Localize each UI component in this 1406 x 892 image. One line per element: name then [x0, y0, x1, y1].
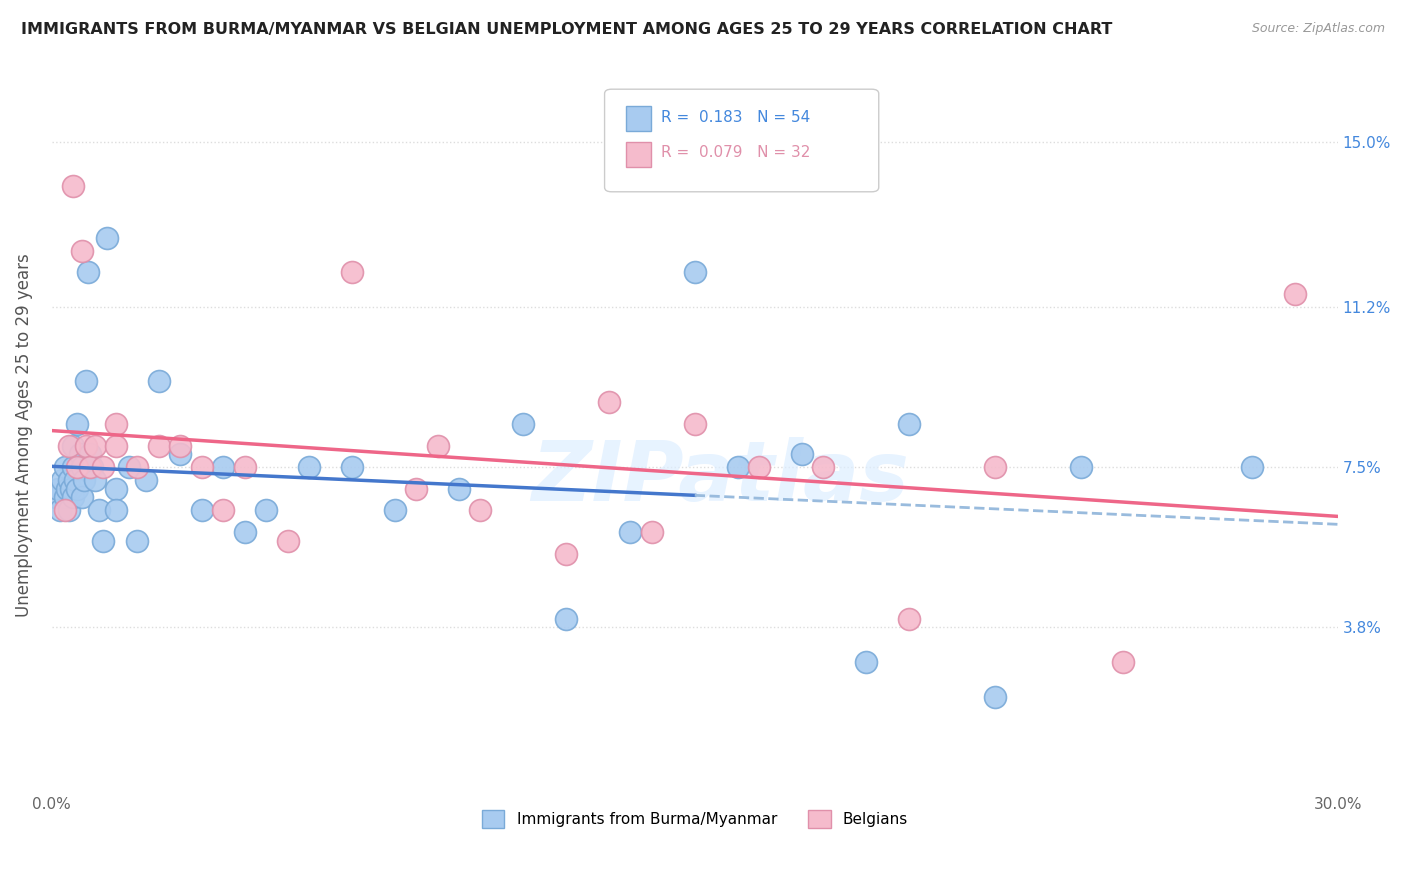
Point [212, 503, 235, 517]
Point [53, 503, 76, 517]
Point [447, 482, 470, 496]
Point [254, 503, 277, 517]
Point [555, 612, 578, 626]
Point [148, 438, 170, 452]
Point [898, 417, 921, 431]
Point [105, 417, 128, 431]
Point [855, 655, 877, 669]
Point [127, 460, 149, 475]
Point [984, 690, 1007, 704]
Point [105, 438, 128, 452]
Point [1070, 460, 1092, 475]
Point [1240, 460, 1263, 475]
Point [233, 525, 256, 540]
Point [127, 533, 149, 548]
Point [69, 447, 91, 461]
Point [598, 395, 620, 409]
Point [91, 533, 114, 548]
Point [512, 417, 534, 431]
Point [53, 460, 76, 475]
Point [75, 438, 97, 452]
Point [340, 460, 363, 475]
Point [96, 230, 118, 244]
Point [58, 473, 80, 487]
Point [426, 438, 449, 452]
Point [62, 178, 84, 193]
Point [169, 438, 191, 452]
Point [135, 473, 157, 487]
Point [641, 525, 664, 540]
Point [46, 482, 69, 496]
Point [91, 460, 114, 475]
Point [191, 460, 214, 475]
Point [276, 533, 298, 548]
Point [118, 460, 141, 475]
Point [73, 473, 96, 487]
Point [727, 460, 749, 475]
Point [898, 612, 921, 626]
Point [79, 460, 101, 475]
Point [1112, 655, 1135, 669]
Point [683, 265, 706, 279]
Point [62, 438, 84, 452]
Point [82, 460, 104, 475]
Point [555, 547, 578, 561]
Point [62, 460, 84, 475]
Point [70, 460, 93, 475]
Point [83, 438, 105, 452]
Point [60, 482, 83, 496]
Point [105, 503, 128, 517]
Point [748, 460, 770, 475]
Point [49, 503, 72, 517]
Point [55, 482, 77, 496]
Text: IMMIGRANTS FROM BURMA/MYANMAR VS BELGIAN UNEMPLOYMENT AMONG AGES 25 TO 29 YEARS : IMMIGRANTS FROM BURMA/MYANMAR VS BELGIAN… [21, 22, 1112, 37]
Legend: Immigrants from Burma/Myanmar, Belgians: Immigrants from Burma/Myanmar, Belgians [475, 804, 914, 834]
Point [105, 482, 128, 496]
Point [470, 503, 492, 517]
Point [298, 460, 321, 475]
Point [233, 460, 256, 475]
Point [66, 482, 89, 496]
Point [169, 447, 191, 461]
Point [66, 417, 89, 431]
Point [683, 417, 706, 431]
Point [1284, 287, 1306, 301]
Point [75, 374, 97, 388]
Point [70, 244, 93, 258]
Point [58, 503, 80, 517]
Point [83, 473, 105, 487]
Point [45, 491, 67, 505]
Point [70, 491, 93, 505]
Point [790, 447, 813, 461]
Text: ZIPatlas: ZIPatlas [531, 437, 910, 518]
Point [191, 503, 214, 517]
Point [340, 265, 363, 279]
Y-axis label: Unemployment Among Ages 25 to 29 years: Unemployment Among Ages 25 to 29 years [15, 252, 32, 616]
Point [79, 447, 101, 461]
Point [65, 473, 87, 487]
Text: Source: ZipAtlas.com: Source: ZipAtlas.com [1251, 22, 1385, 36]
Text: R =  0.183   N = 54: R = 0.183 N = 54 [661, 110, 810, 125]
Point [212, 460, 235, 475]
Point [384, 503, 406, 517]
Point [619, 525, 641, 540]
Point [77, 265, 100, 279]
Point [62, 491, 84, 505]
Point [66, 460, 89, 475]
Point [148, 374, 170, 388]
Point [87, 503, 110, 517]
Point [53, 491, 76, 505]
Point [58, 438, 80, 452]
Text: R =  0.079   N = 32: R = 0.079 N = 32 [661, 145, 810, 161]
Point [813, 460, 835, 475]
Point [984, 460, 1007, 475]
Point [405, 482, 427, 496]
Point [51, 473, 73, 487]
